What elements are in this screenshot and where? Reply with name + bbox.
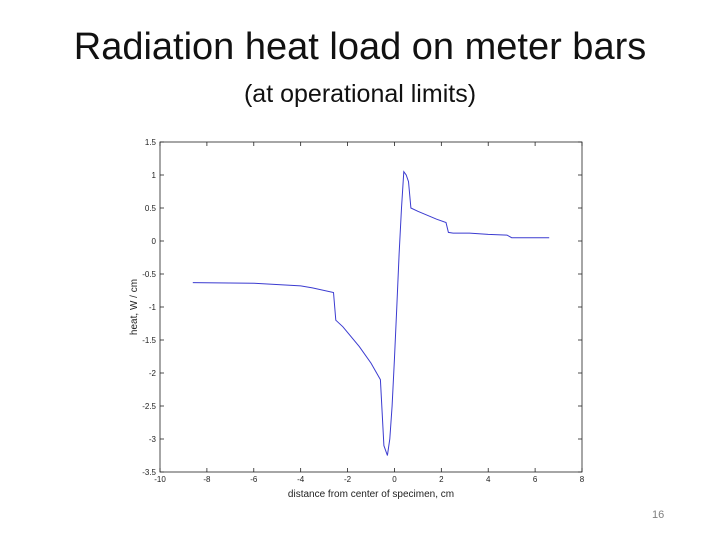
plot-frame — [159, 141, 583, 473]
x-tick-label: -2 — [344, 475, 352, 484]
x-axis-label: distance from center of specimen, cm — [288, 489, 454, 500]
slide-title: Radiation heat load on meter bars — [73, 26, 647, 68]
page-number: 16 — [652, 509, 665, 521]
y-tick-label: -1 — [149, 303, 157, 312]
y-tick-label: -3.5 — [142, 468, 156, 477]
x-tick-label: -4 — [297, 475, 305, 484]
x-tick-label: 8 — [580, 475, 585, 484]
y-axis-label: heat, W / cm — [129, 279, 140, 335]
x-tick-label: 0 — [392, 475, 397, 484]
y-tick-label: 0 — [152, 237, 157, 246]
y-tick-label: -2.5 — [142, 402, 156, 411]
y-tick-label: -3 — [149, 435, 157, 444]
x-tick-label: -8 — [203, 475, 211, 484]
x-tick-label: 2 — [439, 475, 444, 484]
y-tick-label: 1 — [152, 171, 157, 180]
y-tick-label: -0.5 — [142, 270, 156, 279]
y-tick-label: 1.5 — [145, 138, 157, 147]
y-tick-label: -1.5 — [142, 336, 156, 345]
series-line — [192, 170, 550, 456]
y-tick-label: 0.5 — [145, 204, 157, 213]
x-tick-label: -6 — [250, 475, 258, 484]
x-tick-label: 4 — [486, 475, 491, 484]
x-tick-label: 6 — [533, 475, 538, 484]
x-tick-label: -10 — [154, 475, 166, 484]
y-tick-label: -2 — [149, 369, 157, 378]
slide-subtitle: (at operational limits) — [243, 80, 477, 108]
